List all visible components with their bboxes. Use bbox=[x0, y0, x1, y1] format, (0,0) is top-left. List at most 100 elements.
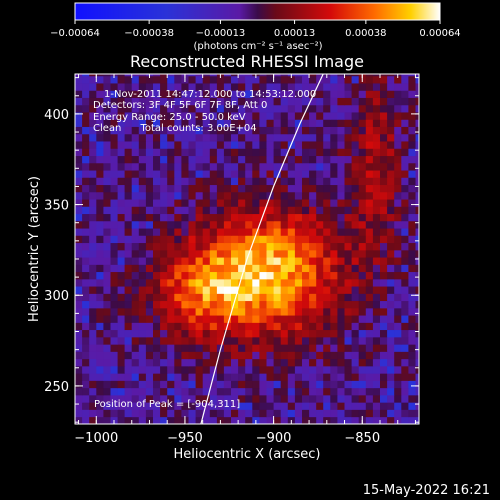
heatmap-cell bbox=[209, 344, 218, 352]
heatmap-cell bbox=[302, 220, 310, 229]
heatmap-cell bbox=[287, 337, 296, 345]
heatmap-cell bbox=[223, 119, 232, 127]
heatmap-cell bbox=[365, 155, 374, 164]
heatmap-cell bbox=[103, 220, 111, 229]
heatmap-cell bbox=[372, 416, 381, 424]
heatmap-cell bbox=[259, 300, 267, 309]
heatmap-cell bbox=[259, 293, 267, 302]
heatmap-cell bbox=[280, 191, 289, 200]
heatmap-cell bbox=[387, 387, 395, 396]
heatmap-cell bbox=[365, 177, 374, 186]
heatmap-cell bbox=[323, 133, 331, 142]
heatmap-cell bbox=[89, 373, 97, 381]
heatmap-cell bbox=[380, 409, 388, 418]
heatmap-cell bbox=[160, 271, 168, 280]
heatmap-cell bbox=[103, 344, 111, 352]
heatmap-cell bbox=[96, 322, 104, 331]
heatmap-cell bbox=[273, 162, 282, 171]
heatmap-cell bbox=[323, 235, 331, 244]
heatmap-cell bbox=[131, 300, 140, 309]
heatmap-cell bbox=[202, 75, 211, 84]
heatmap-cell bbox=[259, 358, 267, 367]
heatmap-cell bbox=[401, 206, 409, 215]
heatmap-cell bbox=[103, 170, 111, 178]
heatmap-cell bbox=[316, 322, 324, 331]
heatmap-cell bbox=[231, 307, 239, 316]
heatmap-cell bbox=[209, 271, 218, 280]
heatmap-cell bbox=[131, 97, 140, 106]
heatmap-cell bbox=[316, 242, 324, 251]
heatmap-cell bbox=[330, 322, 338, 331]
heatmap-cell bbox=[160, 75, 168, 84]
heatmap-cell bbox=[309, 162, 317, 171]
heatmap-cell bbox=[294, 104, 303, 113]
heatmap-cell bbox=[252, 387, 260, 396]
heatmap-cell bbox=[117, 380, 126, 389]
heatmap-cell bbox=[138, 133, 147, 142]
heatmap-cell bbox=[245, 97, 253, 106]
heatmap-cell bbox=[82, 300, 90, 309]
heatmap-cell bbox=[245, 286, 253, 294]
heatmap-cell bbox=[401, 257, 409, 265]
heatmap-cell bbox=[358, 104, 367, 113]
heatmap-cell bbox=[145, 351, 154, 360]
heatmap-cell bbox=[337, 155, 345, 164]
heatmap-cell bbox=[188, 90, 196, 98]
heatmap-cell bbox=[131, 416, 140, 424]
heatmap-cell bbox=[259, 402, 267, 410]
heatmap-cell bbox=[252, 315, 260, 323]
heatmap-cell bbox=[280, 206, 289, 215]
heatmap-cell bbox=[372, 74, 381, 77]
heatmap-cell bbox=[167, 220, 175, 229]
heatmap-cell bbox=[372, 155, 381, 164]
heatmap-cell bbox=[280, 387, 289, 396]
heatmap-cell bbox=[294, 416, 303, 424]
heatmap-cell bbox=[408, 170, 416, 178]
heatmap-cell bbox=[195, 141, 204, 149]
heatmap-cell bbox=[167, 162, 175, 171]
heatmap-cell bbox=[174, 184, 182, 193]
heatmap-cell bbox=[365, 206, 374, 215]
heatmap-cell bbox=[337, 293, 345, 302]
heatmap-cell bbox=[394, 126, 402, 135]
heatmap-cell bbox=[273, 83, 282, 91]
heatmap-cell bbox=[238, 170, 246, 178]
heatmap-cell bbox=[117, 97, 126, 106]
heatmap-cell bbox=[110, 155, 118, 164]
heatmap-cell bbox=[223, 249, 232, 258]
heatmap-cell bbox=[195, 315, 204, 323]
heatmap-cell bbox=[266, 286, 274, 294]
heatmap-cell bbox=[394, 162, 402, 171]
heatmap-cell bbox=[344, 206, 352, 215]
heatmap-cell bbox=[103, 300, 111, 309]
heatmap-cell bbox=[358, 228, 367, 236]
heatmap-cell bbox=[394, 380, 402, 389]
heatmap-cell bbox=[344, 264, 352, 273]
heatmap-cell bbox=[415, 184, 419, 193]
heatmap-cell bbox=[245, 300, 253, 309]
heatmap-cell bbox=[75, 358, 83, 367]
heatmap-cell bbox=[209, 366, 218, 374]
heatmap-cell bbox=[344, 300, 352, 309]
y-tick-label: 400 bbox=[44, 108, 69, 123]
heatmap-cell bbox=[174, 395, 182, 403]
heatmap-cell bbox=[89, 74, 97, 77]
heatmap-cell bbox=[231, 358, 239, 367]
heatmap-cell bbox=[103, 271, 111, 280]
heatmap-cell bbox=[394, 155, 402, 164]
heatmap-cell bbox=[209, 112, 218, 120]
heatmap-cell bbox=[351, 119, 360, 127]
heatmap-cell bbox=[316, 271, 324, 280]
heatmap-cell bbox=[181, 286, 189, 294]
heatmap-cell bbox=[273, 366, 282, 374]
heatmap-cell bbox=[75, 170, 83, 178]
heatmap-cell bbox=[223, 170, 232, 178]
heatmap-cell bbox=[344, 344, 352, 352]
heatmap-cell bbox=[394, 220, 402, 229]
heatmap-cell bbox=[302, 264, 310, 273]
heatmap-cell bbox=[323, 293, 331, 302]
heatmap-cell bbox=[188, 170, 196, 178]
heatmap-cell bbox=[82, 162, 90, 171]
heatmap-cell bbox=[181, 402, 189, 410]
heatmap-cell bbox=[216, 220, 225, 229]
